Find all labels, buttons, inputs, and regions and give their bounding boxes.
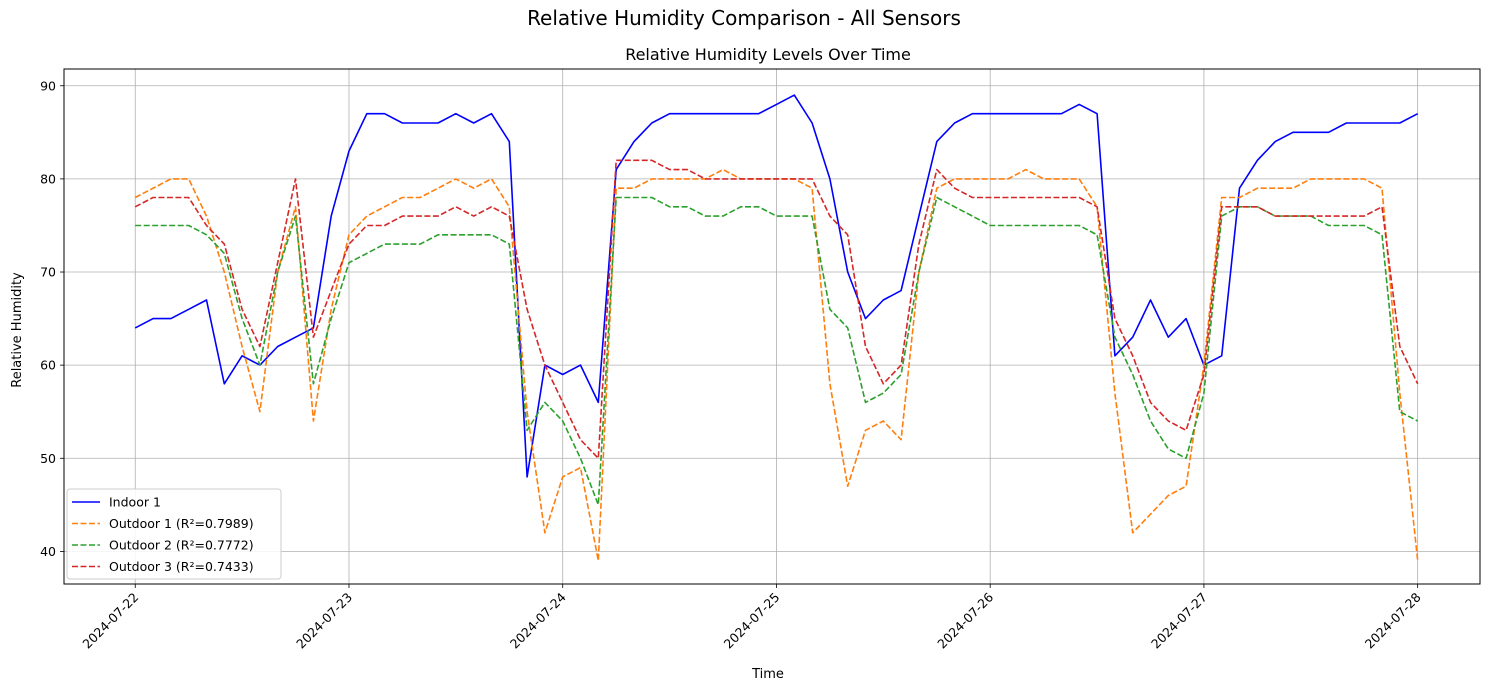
- x-tick-label: 2024-07-26: [934, 589, 996, 651]
- series-line-3: [134, 159, 1419, 460]
- x-tick-label: 2024-07-27: [1148, 590, 1210, 652]
- x-tick-label: 2024-07-25: [721, 590, 783, 652]
- x-axis-label: Time: [751, 667, 784, 682]
- series-line-2: [135, 196, 1419, 506]
- y-tick-label: 60: [40, 358, 56, 373]
- y-tick-label: 70: [40, 265, 56, 280]
- legend-label: Indoor 1: [109, 495, 161, 510]
- chart-suptitle: Relative Humidity Comparison - All Senso…: [527, 6, 961, 30]
- legend-box: [66, 488, 282, 580]
- x-tick-label: 2024-07-23: [293, 590, 355, 652]
- series-lines: [134, 94, 1419, 562]
- grid: [64, 69, 1480, 584]
- y-tick-label: 50: [40, 451, 56, 466]
- x-tick-label: 2024-07-24: [507, 589, 569, 651]
- legend-label: Outdoor 1 (R²=0.7989): [109, 516, 254, 531]
- legend-label: Outdoor 2 (R²=0.7772): [109, 538, 254, 553]
- y-tick-label: 80: [40, 171, 56, 186]
- y-tick-label: 90: [40, 78, 56, 93]
- chart-title: Relative Humidity Levels Over Time: [625, 45, 911, 64]
- plot-frame: [63, 68, 1481, 585]
- legend: Indoor 1 Outdoor 1 (R²=0.7989) Outdoor 2 (…: [66, 488, 282, 580]
- x-tick-label: 2024-07-28: [1362, 589, 1424, 651]
- y-tick-label: 40: [40, 544, 56, 559]
- legend-label: Outdoor 3 (R²=0.7433): [109, 559, 254, 574]
- y-axis-label: Relative Humidity: [10, 272, 25, 388]
- x-tick-label: 2024-07-22: [79, 590, 141, 652]
